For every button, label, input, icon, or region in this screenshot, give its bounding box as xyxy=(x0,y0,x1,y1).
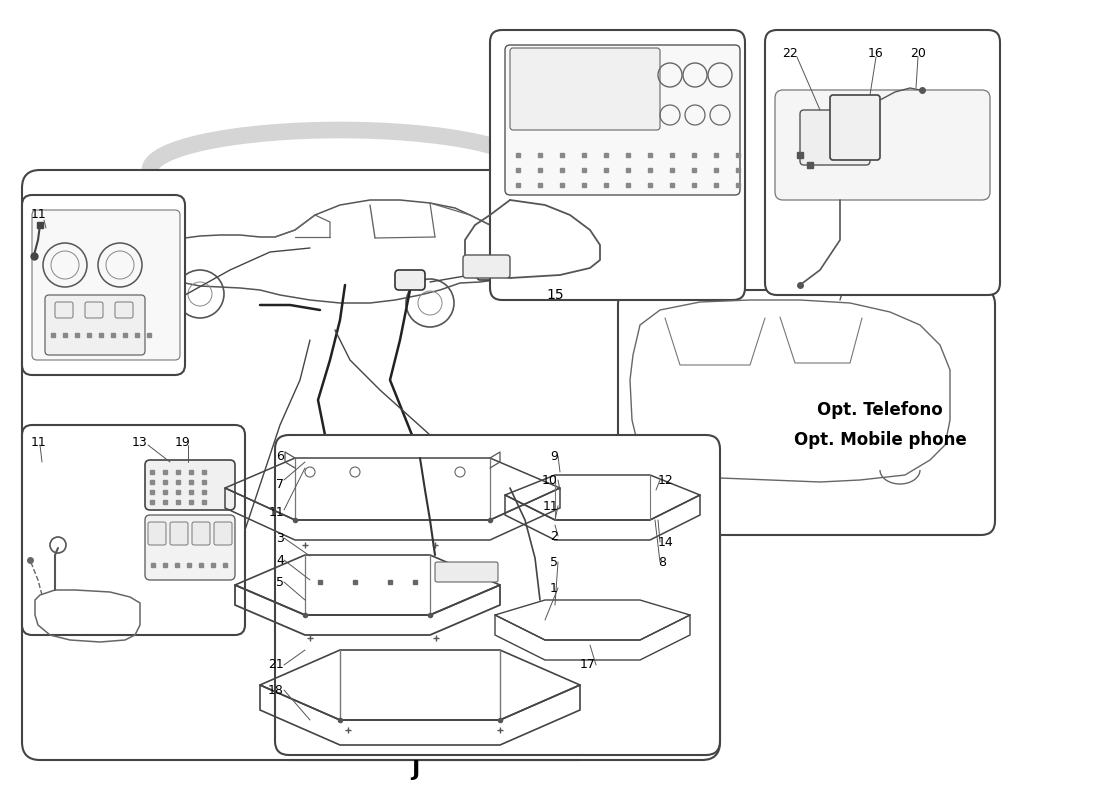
FancyBboxPatch shape xyxy=(830,95,880,160)
Text: J: J xyxy=(411,760,419,780)
Text: Opt. Mobile phone: Opt. Mobile phone xyxy=(793,431,967,449)
FancyBboxPatch shape xyxy=(463,255,510,278)
Text: 5: 5 xyxy=(276,575,284,589)
FancyBboxPatch shape xyxy=(505,45,740,195)
Text: 16: 16 xyxy=(868,47,884,60)
FancyBboxPatch shape xyxy=(192,522,210,545)
FancyBboxPatch shape xyxy=(275,435,720,755)
Text: 11: 11 xyxy=(268,506,284,518)
Text: 18: 18 xyxy=(268,683,284,697)
FancyBboxPatch shape xyxy=(170,522,188,545)
Text: 8: 8 xyxy=(658,555,666,569)
Text: eurospares: eurospares xyxy=(438,569,723,651)
FancyBboxPatch shape xyxy=(32,210,180,360)
FancyBboxPatch shape xyxy=(510,48,660,130)
FancyBboxPatch shape xyxy=(800,110,870,165)
Text: 7: 7 xyxy=(276,478,284,490)
Text: 17: 17 xyxy=(580,658,596,671)
Text: Opt. Telefono: Opt. Telefono xyxy=(817,401,943,419)
Text: 14: 14 xyxy=(658,535,673,549)
Text: eurospares: eurospares xyxy=(88,269,372,351)
FancyBboxPatch shape xyxy=(214,522,232,545)
FancyBboxPatch shape xyxy=(45,295,145,355)
Text: 1: 1 xyxy=(550,582,558,594)
FancyBboxPatch shape xyxy=(148,522,166,545)
Text: 22: 22 xyxy=(782,47,797,60)
Text: 21: 21 xyxy=(268,658,284,671)
Text: 11: 11 xyxy=(31,208,46,221)
Text: 12: 12 xyxy=(658,474,673,486)
FancyBboxPatch shape xyxy=(776,90,990,200)
FancyBboxPatch shape xyxy=(764,30,1000,295)
FancyBboxPatch shape xyxy=(22,195,185,375)
FancyBboxPatch shape xyxy=(395,270,425,290)
FancyBboxPatch shape xyxy=(85,302,103,318)
Text: 20: 20 xyxy=(910,47,926,60)
Text: 19: 19 xyxy=(175,436,191,449)
FancyBboxPatch shape xyxy=(477,265,506,280)
Text: 9: 9 xyxy=(550,450,558,462)
FancyBboxPatch shape xyxy=(55,302,73,318)
Text: 10: 10 xyxy=(542,474,558,486)
FancyBboxPatch shape xyxy=(22,425,245,635)
Text: 13: 13 xyxy=(132,436,147,449)
Text: 2: 2 xyxy=(550,530,558,542)
FancyBboxPatch shape xyxy=(434,562,498,582)
FancyBboxPatch shape xyxy=(22,170,720,760)
Text: 6: 6 xyxy=(276,450,284,462)
FancyBboxPatch shape xyxy=(145,515,235,580)
Text: 11: 11 xyxy=(542,499,558,513)
Text: 3: 3 xyxy=(276,531,284,545)
FancyBboxPatch shape xyxy=(116,302,133,318)
FancyBboxPatch shape xyxy=(490,30,745,300)
Text: 5: 5 xyxy=(550,555,558,569)
Text: 4: 4 xyxy=(276,554,284,566)
Text: 11: 11 xyxy=(31,436,46,449)
FancyBboxPatch shape xyxy=(618,290,996,535)
Text: 15: 15 xyxy=(547,288,564,302)
FancyBboxPatch shape xyxy=(145,460,235,510)
